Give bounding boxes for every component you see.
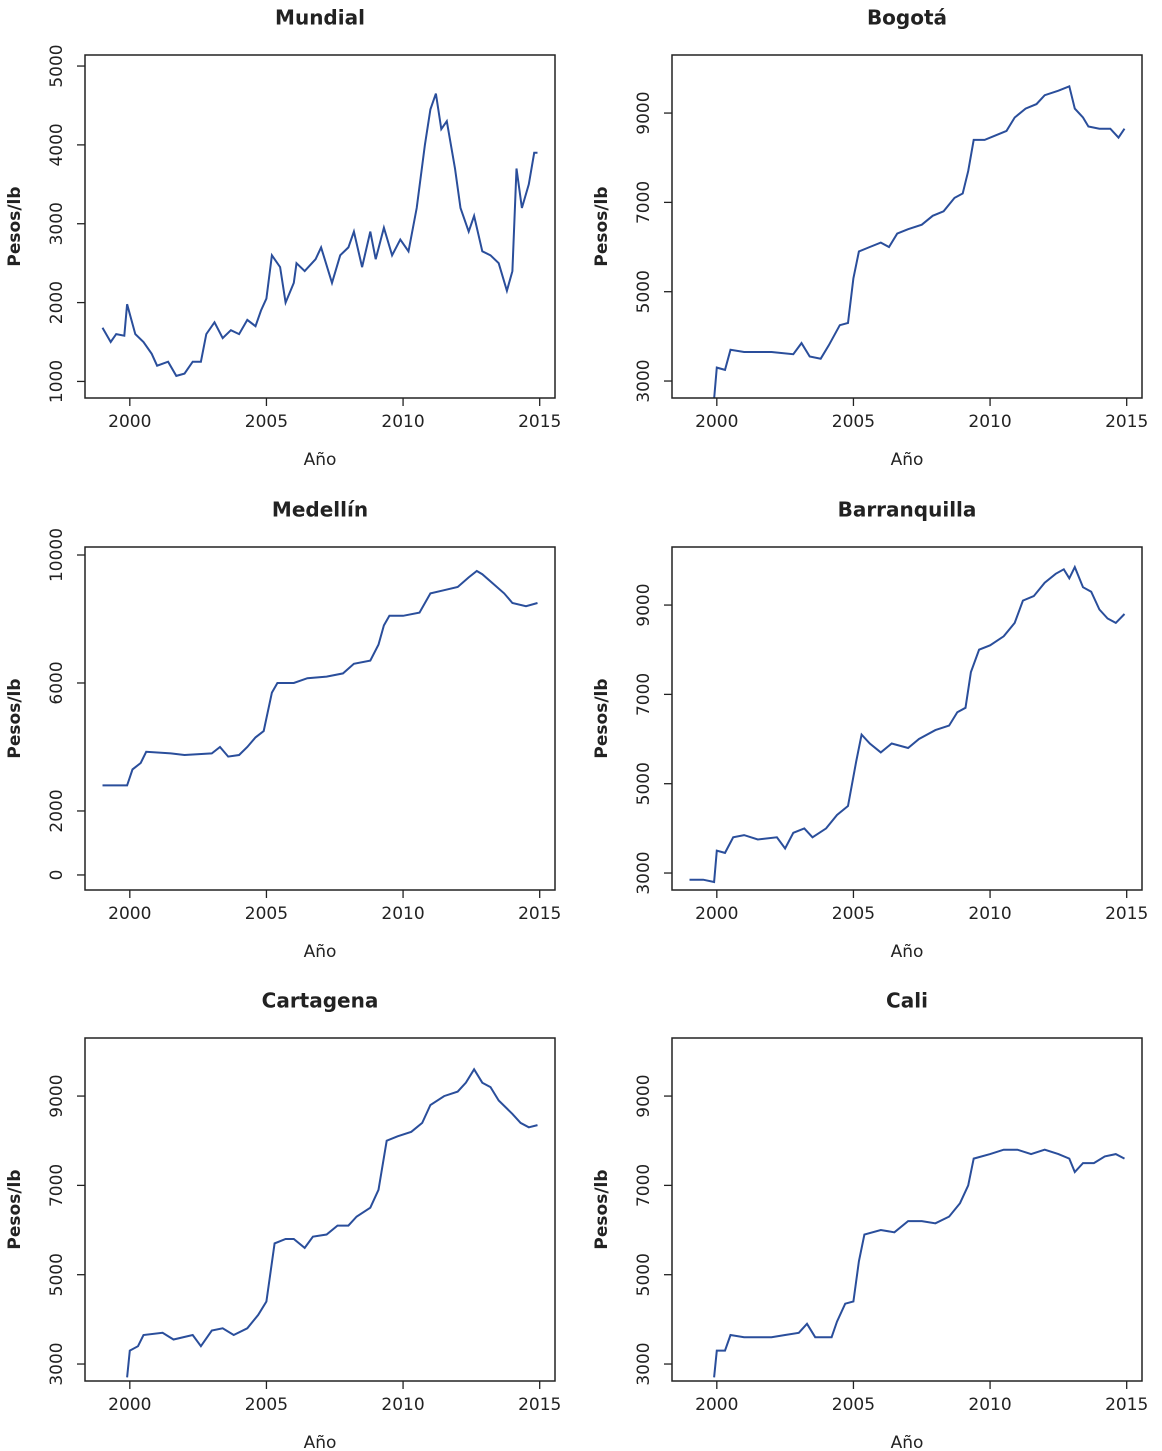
y-tick-label: 5000: [634, 762, 654, 805]
plot-area: [126, 1067, 538, 1378]
x-tick-label: 2005: [245, 412, 288, 432]
panel: Mundial Año Pesos/lb 2000 2005 2010 2015 1000 20…: [5, 6, 561, 471]
y-axis-label: Pesos/lb: [592, 678, 612, 758]
x-tick-label: 2000: [108, 1395, 151, 1415]
x-tick-label: 2005: [245, 1395, 288, 1415]
plot-frame: [84, 1037, 556, 1382]
y-tick-label: 5000: [634, 270, 654, 313]
data-line: [689, 564, 1126, 884]
data-line: [101, 93, 538, 378]
y-tick-label: 5000: [47, 1253, 67, 1296]
plot-area: [689, 564, 1126, 884]
y-tick-label: 2000: [47, 789, 67, 832]
x-tick-label: 2000: [695, 904, 738, 924]
chart-title: Cali: [886, 989, 928, 1013]
panel: Barranquilla Año Pesos/lb 2000 2005 2010 2015 3…: [592, 498, 1148, 963]
y-tick-label: 5000: [47, 44, 67, 87]
panel: Medellín Año Pesos/lb 2000 2005 2010 2015 0 2000…: [5, 498, 561, 963]
plot-frame: [671, 54, 1143, 399]
chart-title: Barranquilla: [838, 498, 977, 522]
data-line: [713, 1148, 1125, 1378]
y-tick-label: 1000: [47, 360, 67, 403]
y-tick-label: 2000: [47, 281, 67, 324]
x-axis-label: Año: [891, 450, 924, 470]
x-tick-label: 2015: [518, 412, 561, 432]
panel: Cali Año Pesos/lb 2000 2005 2010 2015 3000 5000 7…: [592, 989, 1148, 1451]
x-tick-label: 2000: [695, 412, 738, 432]
y-tick-label: 9000: [47, 1074, 67, 1117]
y-tick-label: 6000: [47, 661, 67, 704]
y-tick-label: 3000: [47, 1342, 67, 1385]
y-tick-label: 9000: [634, 1074, 654, 1117]
y-tick-label: 5000: [634, 1253, 654, 1296]
plot-area: [101, 93, 538, 378]
x-axis-label: Año: [304, 450, 337, 470]
chart-title: Medellín: [272, 498, 368, 522]
chart-title: Cartagena: [262, 989, 379, 1013]
y-axis-label: Pesos/lb: [5, 678, 25, 758]
x-tick-label: 2005: [245, 904, 288, 924]
y-axis-label: Pesos/lb: [592, 186, 612, 266]
x-axis-label: Año: [891, 1433, 924, 1451]
chart-title: Mundial: [275, 6, 365, 30]
x-tick-label: 2010: [381, 904, 424, 924]
panel: Bogotá Año Pesos/lb 2000 2005 2010 2015 3000 500…: [592, 6, 1148, 471]
y-tick-label: 0: [47, 870, 67, 881]
plot-frame: [671, 1037, 1143, 1382]
y-tick-label: 7000: [634, 673, 654, 716]
x-tick-label: 2010: [381, 1395, 424, 1415]
x-tick-label: 2015: [518, 1395, 561, 1415]
plot-frame: [671, 546, 1143, 891]
plot-frame: [84, 54, 556, 399]
panel: Cartagena Año Pesos/lb 2000 2005 2010 2015 3000…: [5, 989, 561, 1451]
x-tick-label: 2005: [832, 412, 875, 432]
x-tick-label: 2015: [1105, 904, 1148, 924]
y-tick-label: 3000: [634, 1342, 654, 1385]
y-tick-label: 3000: [47, 202, 67, 245]
y-axis-label: Pesos/lb: [592, 1169, 612, 1249]
x-tick-label: 2000: [108, 904, 151, 924]
x-tick-label: 2010: [381, 412, 424, 432]
x-tick-label: 2000: [695, 1395, 738, 1415]
x-axis-label: Año: [304, 1433, 337, 1451]
plot-frame: [84, 546, 556, 891]
x-tick-label: 2005: [832, 1395, 875, 1415]
chart-title: Bogotá: [867, 6, 947, 30]
y-tick-label: 7000: [47, 1164, 67, 1207]
plot-area: [713, 1148, 1125, 1378]
y-tick-label: 9000: [634, 91, 654, 134]
x-tick-label: 2005: [832, 904, 875, 924]
y-tick-label: 3000: [634, 359, 654, 402]
x-tick-label: 2015: [1105, 1395, 1148, 1415]
x-tick-label: 2010: [968, 904, 1011, 924]
y-axis-label: Pesos/lb: [5, 1169, 25, 1249]
data-line: [126, 1067, 538, 1378]
y-tick-label: 9000: [634, 583, 654, 626]
x-tick-label: 2010: [968, 1395, 1011, 1415]
x-tick-label: 2010: [968, 412, 1011, 432]
x-tick-label: 2015: [518, 904, 561, 924]
y-tick-label: 7000: [634, 181, 654, 224]
x-tick-label: 2015: [1105, 412, 1148, 432]
y-tick-label: 7000: [634, 1164, 654, 1207]
data-line: [102, 569, 538, 787]
x-axis-label: Año: [891, 942, 924, 962]
plot-area: [102, 569, 538, 787]
y-tick-label: 4000: [47, 123, 67, 166]
plot-area: [713, 84, 1126, 398]
y-axis-label: Pesos/lb: [5, 186, 25, 266]
x-axis-label: Año: [304, 942, 337, 962]
data-line: [713, 84, 1126, 398]
y-tick-label: 3000: [634, 851, 654, 894]
x-tick-label: 2000: [108, 412, 151, 432]
y-tick-label: 10000: [47, 528, 67, 582]
